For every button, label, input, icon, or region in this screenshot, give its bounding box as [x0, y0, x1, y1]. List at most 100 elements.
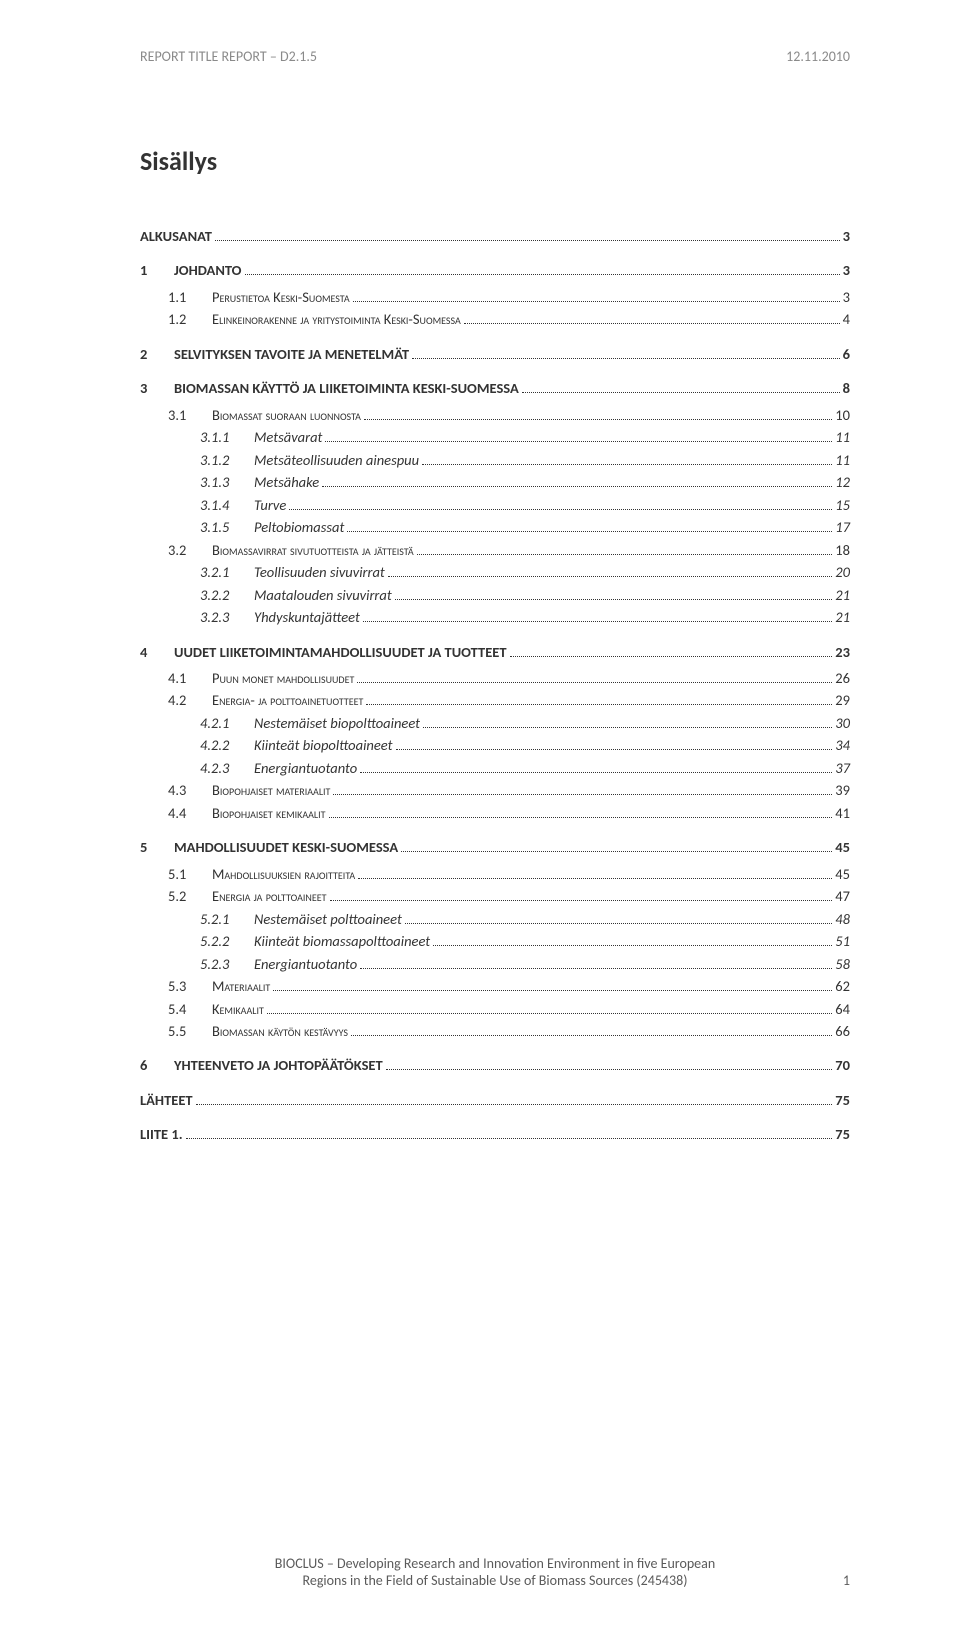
toc-page: 66: [835, 1020, 850, 1042]
toc-page: 48: [835, 908, 850, 930]
toc-label: JOHDANTO: [174, 259, 242, 281]
toc-label: Metsäteollisuuden ainespuu: [254, 449, 419, 471]
toc-number: 5.4: [168, 998, 212, 1020]
toc-row: 3.1.1Metsävarat11: [140, 426, 850, 448]
toc-leader: [388, 576, 833, 577]
toc-number: 3.2: [168, 539, 212, 561]
toc-leader: [353, 301, 840, 302]
toc-leader: [363, 621, 832, 622]
toc-number: 3.1.4: [200, 494, 254, 516]
toc-page: 18: [835, 539, 850, 561]
toc-row: 3.1.4Turve15: [140, 494, 850, 516]
toc-number: 3.2.2: [200, 584, 254, 606]
toc-number: 4: [140, 641, 174, 663]
toc-page: 11: [835, 426, 850, 448]
toc-page: 4: [843, 308, 850, 330]
toc-number: 3.1: [168, 404, 212, 426]
toc-row: 4.2.1Nestemäiset biopolttoaineet30: [140, 712, 850, 734]
toc-leader: [396, 749, 833, 750]
toc-label: Energiantuotanto: [254, 953, 357, 975]
toc-leader: [325, 441, 832, 442]
toc-leader: [366, 704, 832, 705]
toc-page: 17: [835, 516, 850, 538]
toc-row: 3BIOMASSAN KÄYTTÖ JA LIIKETOIMINTA KESKI…: [140, 377, 850, 399]
toc-label: Materiaalit: [212, 975, 270, 997]
toc-leader: [386, 1069, 833, 1070]
toc-row: 5.3Materiaalit62: [140, 975, 850, 997]
toc-leader: [289, 509, 832, 510]
toc-number: 5: [140, 836, 174, 858]
toc-page: 70: [835, 1054, 850, 1076]
toc-label: Biopohjaiset kemikaalit: [212, 802, 326, 824]
toc-leader: [360, 772, 832, 773]
toc-row: 3.1Biomassat suoraan luonnosta10: [140, 404, 850, 426]
toc-leader: [215, 240, 840, 241]
toc-label: Puun monet mahdollisuudet: [212, 667, 354, 689]
toc-row: 4.2Energia- ja polttoainetuotteet29: [140, 689, 850, 711]
toc-number: 1: [140, 259, 174, 281]
toc-label: Yhdyskuntajätteet: [254, 606, 360, 628]
footer-line-2: Regions in the Field of Sustainable Use …: [140, 1572, 850, 1589]
toc-number: 4.2.1: [200, 712, 254, 734]
toc-row: 3.2Biomassavirrat sivutuotteista ja jätt…: [140, 539, 850, 561]
toc-page: 45: [835, 836, 850, 858]
toc-number: 5.2.3: [200, 953, 254, 975]
toc-row: 3.1.5Peltobiomassat17: [140, 516, 850, 538]
toc-label: Metsävarat: [254, 426, 322, 448]
toc-row: 3.1.2Metsäteollisuuden ainespuu11: [140, 449, 850, 471]
toc-page: 21: [835, 606, 850, 628]
toc-label: LIITE 1.: [140, 1123, 183, 1145]
toc-leader: [186, 1138, 833, 1139]
toc-leader: [464, 323, 840, 324]
toc-page: 47: [835, 885, 850, 907]
toc-row: LÄHTEET75: [140, 1089, 850, 1111]
toc-number: 1.1: [168, 286, 212, 308]
toc-row: 3.2.2Maatalouden sivuvirrat21: [140, 584, 850, 606]
toc-label: Biomassat suoraan luonnosta: [212, 404, 361, 426]
toc-leader: [417, 554, 833, 555]
toc-leader: [412, 358, 840, 359]
toc-leader: [329, 817, 833, 818]
toc-label: Kiinteät biopolttoaineet: [254, 734, 393, 756]
toc-row: 3.2.3Yhdyskuntajätteet21: [140, 606, 850, 628]
toc-leader: [364, 419, 832, 420]
toc-number: 5.2.1: [200, 908, 254, 930]
toc-leader: [245, 274, 840, 275]
toc-row: 4.3Biopohjaiset materiaalit39: [140, 779, 850, 801]
toc-page: 75: [835, 1089, 850, 1111]
toc-number: 3.2.1: [200, 561, 254, 583]
toc-row: 5.4Kemikaalit64: [140, 998, 850, 1020]
toc-number: 5.1: [168, 863, 212, 885]
toc-number: 6: [140, 1054, 174, 1076]
toc-label: Energiantuotanto: [254, 757, 357, 779]
toc-leader: [358, 878, 832, 879]
footer-line-1: BIOCLUS – Developing Research and Innova…: [140, 1555, 850, 1572]
toc-page: 21: [835, 584, 850, 606]
toc-page: 51: [835, 930, 850, 952]
toc-number: 1.2: [168, 308, 212, 330]
toc-row: LIITE 1.75: [140, 1123, 850, 1145]
toc-label: Energia- ja polttoainetuotteet: [212, 689, 363, 711]
toc-number: 3: [140, 377, 174, 399]
toc-label: UUDET LIIKETOIMINTAMAHDOLLISUUDET JA TUO…: [174, 641, 507, 663]
toc-leader: [347, 531, 832, 532]
toc-leader: [357, 682, 832, 683]
toc-row: 2SELVITYKSEN TAVOITE JA MENETELMÄT6: [140, 343, 850, 365]
toc-row: 5.2.1Nestemäiset polttoaineet48: [140, 908, 850, 930]
toc-row: 5.1Mahdollisuuksien rajoitteita45: [140, 863, 850, 885]
toc-leader: [322, 486, 832, 487]
toc-label: Metsähake: [254, 471, 319, 493]
toc-row: 1JOHDANTO 3: [140, 259, 850, 281]
header-right: 12.11.2010: [786, 48, 850, 65]
toc-leader: [267, 1013, 832, 1014]
toc-page: 3: [843, 259, 850, 281]
toc-page: 6: [843, 343, 850, 365]
toc-label: SELVITYKSEN TAVOITE JA MENETELMÄT: [174, 343, 409, 365]
toc-row: ALKUSANAT3: [140, 225, 850, 247]
toc-leader: [395, 599, 833, 600]
toc-leader: [401, 851, 832, 852]
toc-label: Peltobiomassat: [254, 516, 344, 538]
toc-label: Turve: [254, 494, 286, 516]
toc-row: 4.1Puun monet mahdollisuudet26: [140, 667, 850, 689]
toc-label: Biomassavirrat sivutuotteista ja jätteis…: [212, 539, 414, 561]
